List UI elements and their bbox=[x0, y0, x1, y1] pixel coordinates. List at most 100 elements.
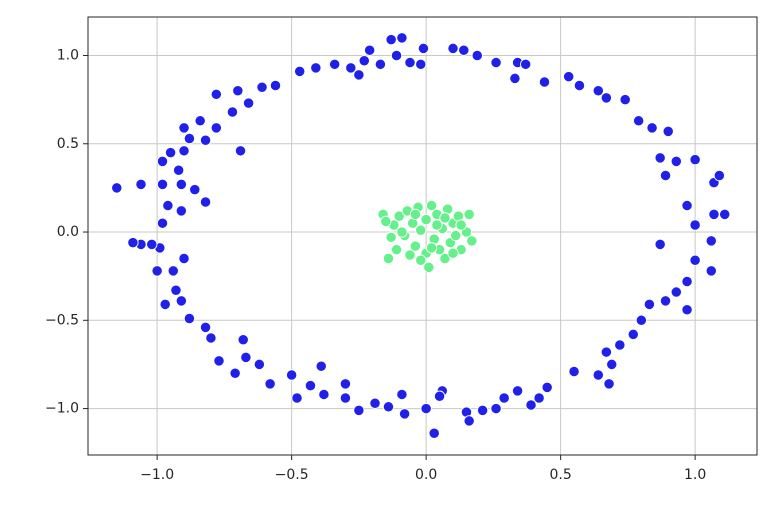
scatter-point bbox=[339, 378, 352, 390]
scatter-point bbox=[450, 229, 462, 242]
scatter-point bbox=[659, 295, 672, 307]
scatter-point bbox=[390, 244, 403, 256]
scatter-point bbox=[294, 65, 306, 78]
scatter-point bbox=[385, 33, 397, 46]
y-tick-label: −1.0 bbox=[45, 401, 79, 417]
scatter-point bbox=[415, 224, 427, 236]
scatter-point bbox=[159, 298, 171, 311]
scatter-point bbox=[670, 155, 682, 168]
scatter-point bbox=[269, 79, 282, 92]
scatter-point bbox=[226, 106, 239, 118]
scatter-point bbox=[318, 388, 330, 401]
scatter-point bbox=[135, 178, 147, 191]
scatter-point bbox=[173, 164, 185, 176]
scatter-point bbox=[242, 97, 255, 109]
scatter-point bbox=[600, 92, 613, 104]
scatter-point bbox=[353, 69, 365, 81]
scatter-point bbox=[409, 240, 422, 252]
scatter-point bbox=[315, 360, 327, 372]
scatter-point bbox=[619, 93, 631, 106]
scatter-point bbox=[627, 328, 639, 341]
scatter-point bbox=[439, 252, 451, 265]
scatter-point bbox=[156, 155, 169, 168]
scatter-point bbox=[415, 254, 427, 266]
scatter-point bbox=[156, 178, 169, 191]
scatter-point bbox=[719, 208, 731, 221]
scatter-point bbox=[614, 339, 626, 351]
scatter-point bbox=[705, 265, 717, 277]
scatter-point bbox=[310, 62, 322, 74]
scatter-point bbox=[415, 58, 427, 70]
scatter-point bbox=[382, 252, 395, 265]
x-tick-label: 0.0 bbox=[415, 467, 437, 483]
scatter-point bbox=[175, 205, 187, 217]
scatter-point bbox=[374, 58, 387, 70]
scatter-point bbox=[291, 392, 303, 404]
x-tick-label: −0.5 bbox=[275, 467, 309, 483]
scatter-point bbox=[178, 252, 190, 265]
scatter-point bbox=[256, 81, 268, 93]
scatter-point bbox=[538, 76, 551, 88]
scatter-point bbox=[689, 153, 701, 166]
scatter-point bbox=[689, 219, 701, 231]
scatter-point bbox=[447, 42, 459, 55]
scatter-point bbox=[466, 235, 478, 247]
scatter-point bbox=[420, 214, 432, 226]
scatter-point bbox=[592, 369, 604, 381]
scatter-point bbox=[520, 58, 532, 70]
scatter-point bbox=[541, 381, 553, 394]
scatter-point bbox=[164, 146, 177, 159]
scatter-point bbox=[563, 71, 575, 83]
scatter-point bbox=[151, 265, 163, 277]
scatter-point bbox=[662, 125, 674, 138]
scatter-point bbox=[525, 399, 537, 411]
scatter-point bbox=[458, 44, 470, 56]
scatter-point bbox=[353, 404, 365, 416]
scatter-point bbox=[127, 236, 139, 249]
scatter-point bbox=[476, 404, 489, 416]
scatter-point bbox=[162, 199, 174, 212]
axes-layer: −1.0 −0.5 0.0 0.5 1.0 −1.0 −0.5 0.0 0.5 1.0 bbox=[45, 47, 706, 483]
scatter-point bbox=[654, 238, 666, 251]
y-tick-label: −0.5 bbox=[45, 312, 79, 328]
scatter-point bbox=[213, 355, 225, 367]
scatter-point bbox=[423, 261, 435, 273]
scatter-point bbox=[385, 231, 397, 243]
scatter-point bbox=[285, 369, 298, 381]
scatter-point bbox=[705, 235, 717, 247]
scatter-point bbox=[681, 304, 693, 316]
x-tick-label: 0.5 bbox=[549, 467, 571, 483]
scatter-point bbox=[396, 32, 408, 44]
scatter-point bbox=[632, 115, 645, 127]
scatter-point bbox=[428, 427, 440, 439]
scatter-point bbox=[603, 378, 615, 390]
scatter-point bbox=[111, 182, 123, 194]
scatter-point bbox=[511, 385, 524, 397]
scatter-point bbox=[178, 145, 190, 157]
scatter-point bbox=[509, 72, 521, 85]
scatter-point bbox=[369, 397, 381, 409]
marks-layer bbox=[111, 32, 731, 439]
scatter-point bbox=[498, 392, 510, 404]
scatter-point bbox=[304, 379, 317, 392]
scatter-point bbox=[409, 208, 422, 221]
scatter-point bbox=[380, 215, 392, 228]
scatter-point bbox=[199, 196, 212, 208]
scatter-point bbox=[396, 388, 408, 401]
scatter-point bbox=[396, 226, 408, 238]
scatter-point bbox=[345, 62, 357, 74]
scatter-point bbox=[708, 208, 720, 221]
x-tick-label: 1.0 bbox=[684, 467, 706, 483]
plot-frame bbox=[87, 16, 758, 456]
scatter-point bbox=[635, 314, 647, 326]
scatter-point bbox=[210, 122, 222, 134]
scatter-point bbox=[455, 219, 467, 231]
scatter-point bbox=[420, 402, 432, 415]
scatter-point bbox=[170, 284, 182, 296]
scatter-point bbox=[240, 351, 252, 364]
scatter-point bbox=[431, 219, 443, 231]
scatter-point bbox=[463, 415, 475, 427]
scatter-point bbox=[490, 56, 502, 69]
scatter-point bbox=[646, 122, 658, 134]
